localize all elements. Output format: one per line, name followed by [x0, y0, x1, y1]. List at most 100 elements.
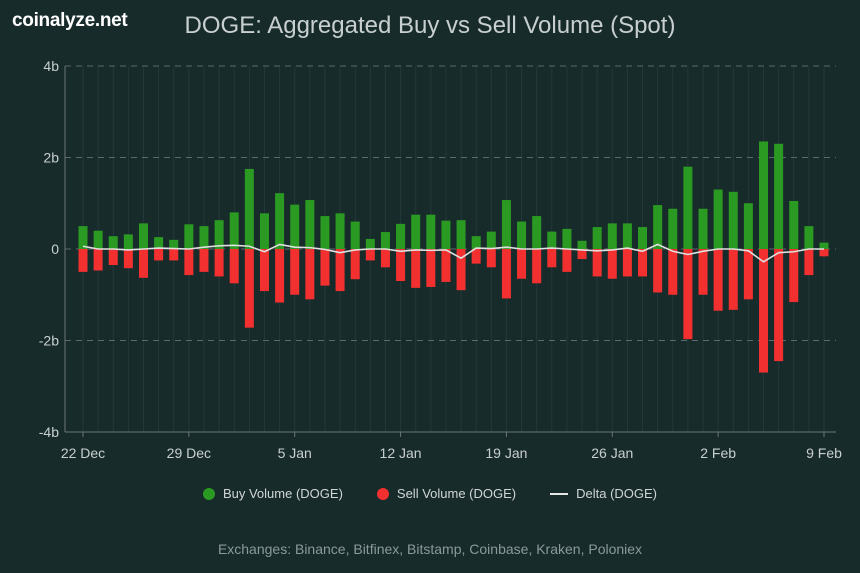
x-tick-label: 12 Jan — [380, 445, 422, 461]
buy-bar — [789, 200, 799, 249]
buy-bar — [592, 227, 602, 249]
buy-bar — [305, 200, 315, 249]
sell-bar — [138, 249, 148, 278]
buy-bar — [577, 240, 587, 249]
buy-bar — [517, 221, 527, 249]
sell-bar — [668, 249, 678, 295]
sell-bar — [713, 249, 723, 311]
buy-bar — [229, 212, 239, 249]
buy-bar — [108, 236, 118, 249]
buy-bar — [365, 238, 375, 249]
x-tick-label: 5 Jan — [278, 445, 312, 461]
y-tick-label: -2b — [39, 333, 59, 349]
sell-bar — [547, 249, 557, 268]
delta-line — [82, 243, 824, 263]
sell-bar — [532, 249, 542, 284]
sell-bar — [123, 249, 133, 269]
buy-bar — [501, 200, 511, 249]
chart-title: DOGE: Aggregated Buy vs Sell Volume (Spo… — [184, 12, 676, 39]
buy-bar — [335, 213, 345, 249]
sell-bar — [486, 249, 496, 268]
buy-dot-icon — [202, 487, 215, 500]
buy-bar — [426, 214, 436, 249]
buy-bar — [93, 230, 103, 249]
y-tick-label: 0 — [51, 241, 59, 257]
legend-item-sell[interactable]: Sell Volume (DOGE) — [376, 486, 517, 501]
sell-bar — [320, 249, 330, 286]
x-tick-label: 26 Jan — [591, 445, 633, 461]
sell-bar — [229, 249, 239, 284]
buy-bar — [396, 223, 406, 249]
sell-bar — [78, 249, 88, 272]
sell-bar — [774, 249, 784, 362]
buy-bar — [774, 143, 784, 249]
buy-bar — [607, 223, 617, 249]
buy-bar — [411, 214, 421, 249]
sell-bar — [154, 249, 164, 261]
buy-bar — [138, 223, 148, 249]
sell-dot-icon — [376, 487, 389, 500]
buy-bar — [169, 239, 179, 249]
sell-bar — [804, 249, 814, 276]
buy-bar — [728, 191, 738, 249]
sell-bar — [759, 249, 769, 373]
buy-bar — [759, 141, 769, 249]
sell-bar — [169, 249, 179, 261]
sell-bar — [426, 249, 436, 287]
y-tick-label: 2b — [43, 150, 59, 166]
sell-bar — [456, 249, 466, 291]
buy-bar — [743, 203, 753, 249]
buy-bar — [547, 231, 557, 249]
buy-bar — [184, 224, 194, 249]
legend-label: Delta (DOGE) — [576, 486, 658, 501]
sell-bar — [622, 249, 632, 277]
sell-bar — [396, 249, 406, 282]
buy-bar — [78, 226, 88, 249]
exchanges-footer: Exchanges: Binance, Bitfinex, Bitstamp, … — [217, 541, 643, 557]
sell-bar — [93, 249, 103, 271]
sell-bar — [305, 249, 315, 300]
sell-bar — [562, 249, 572, 272]
x-tick-label: 29 Dec — [167, 445, 211, 461]
buy-bar — [638, 227, 648, 249]
brand-logo[interactable]: coinalyze.net — [12, 10, 128, 31]
buy-bar — [532, 216, 542, 249]
sell-bar — [335, 249, 345, 292]
legend-item-buy[interactable]: Buy Volume (DOGE) — [202, 486, 343, 501]
sell-bar — [789, 249, 799, 303]
sell-bar — [501, 249, 511, 299]
buy-bar — [350, 221, 360, 249]
sell-bar — [199, 249, 209, 272]
sell-bar — [350, 249, 360, 280]
sell-bar — [259, 249, 269, 292]
x-tick-label: 2 Feb — [700, 445, 736, 461]
sell-bar — [592, 249, 602, 277]
buy-bar — [154, 237, 164, 249]
buy-bar — [199, 226, 209, 249]
buy-bar — [713, 189, 723, 249]
sell-bar — [275, 249, 285, 303]
legend-label: Buy Volume (DOGE) — [222, 486, 343, 501]
sell-bar — [244, 249, 254, 328]
buy-bar — [471, 236, 481, 249]
buy-bar — [683, 166, 693, 249]
legend-item-delta[interactable]: Delta (DOGE) — [550, 486, 657, 501]
legend-label: Sell Volume (DOGE) — [396, 486, 517, 501]
buy-bar — [804, 226, 814, 249]
buy-bar — [380, 232, 390, 249]
buy-bar — [622, 223, 632, 249]
sell-bar — [728, 249, 738, 310]
x-tick-label: 22 Dec — [61, 445, 105, 461]
buy-bar — [819, 242, 829, 249]
buy-bar — [562, 228, 572, 249]
sell-bar — [290, 249, 300, 295]
sell-bar — [517, 249, 527, 279]
buy-bar — [653, 205, 663, 249]
sell-bar — [698, 249, 708, 295]
sell-bar — [214, 249, 224, 277]
sell-bar — [184, 249, 194, 276]
buy-bar — [244, 168, 254, 249]
sell-bar — [819, 249, 829, 257]
sell-bar — [743, 249, 753, 300]
